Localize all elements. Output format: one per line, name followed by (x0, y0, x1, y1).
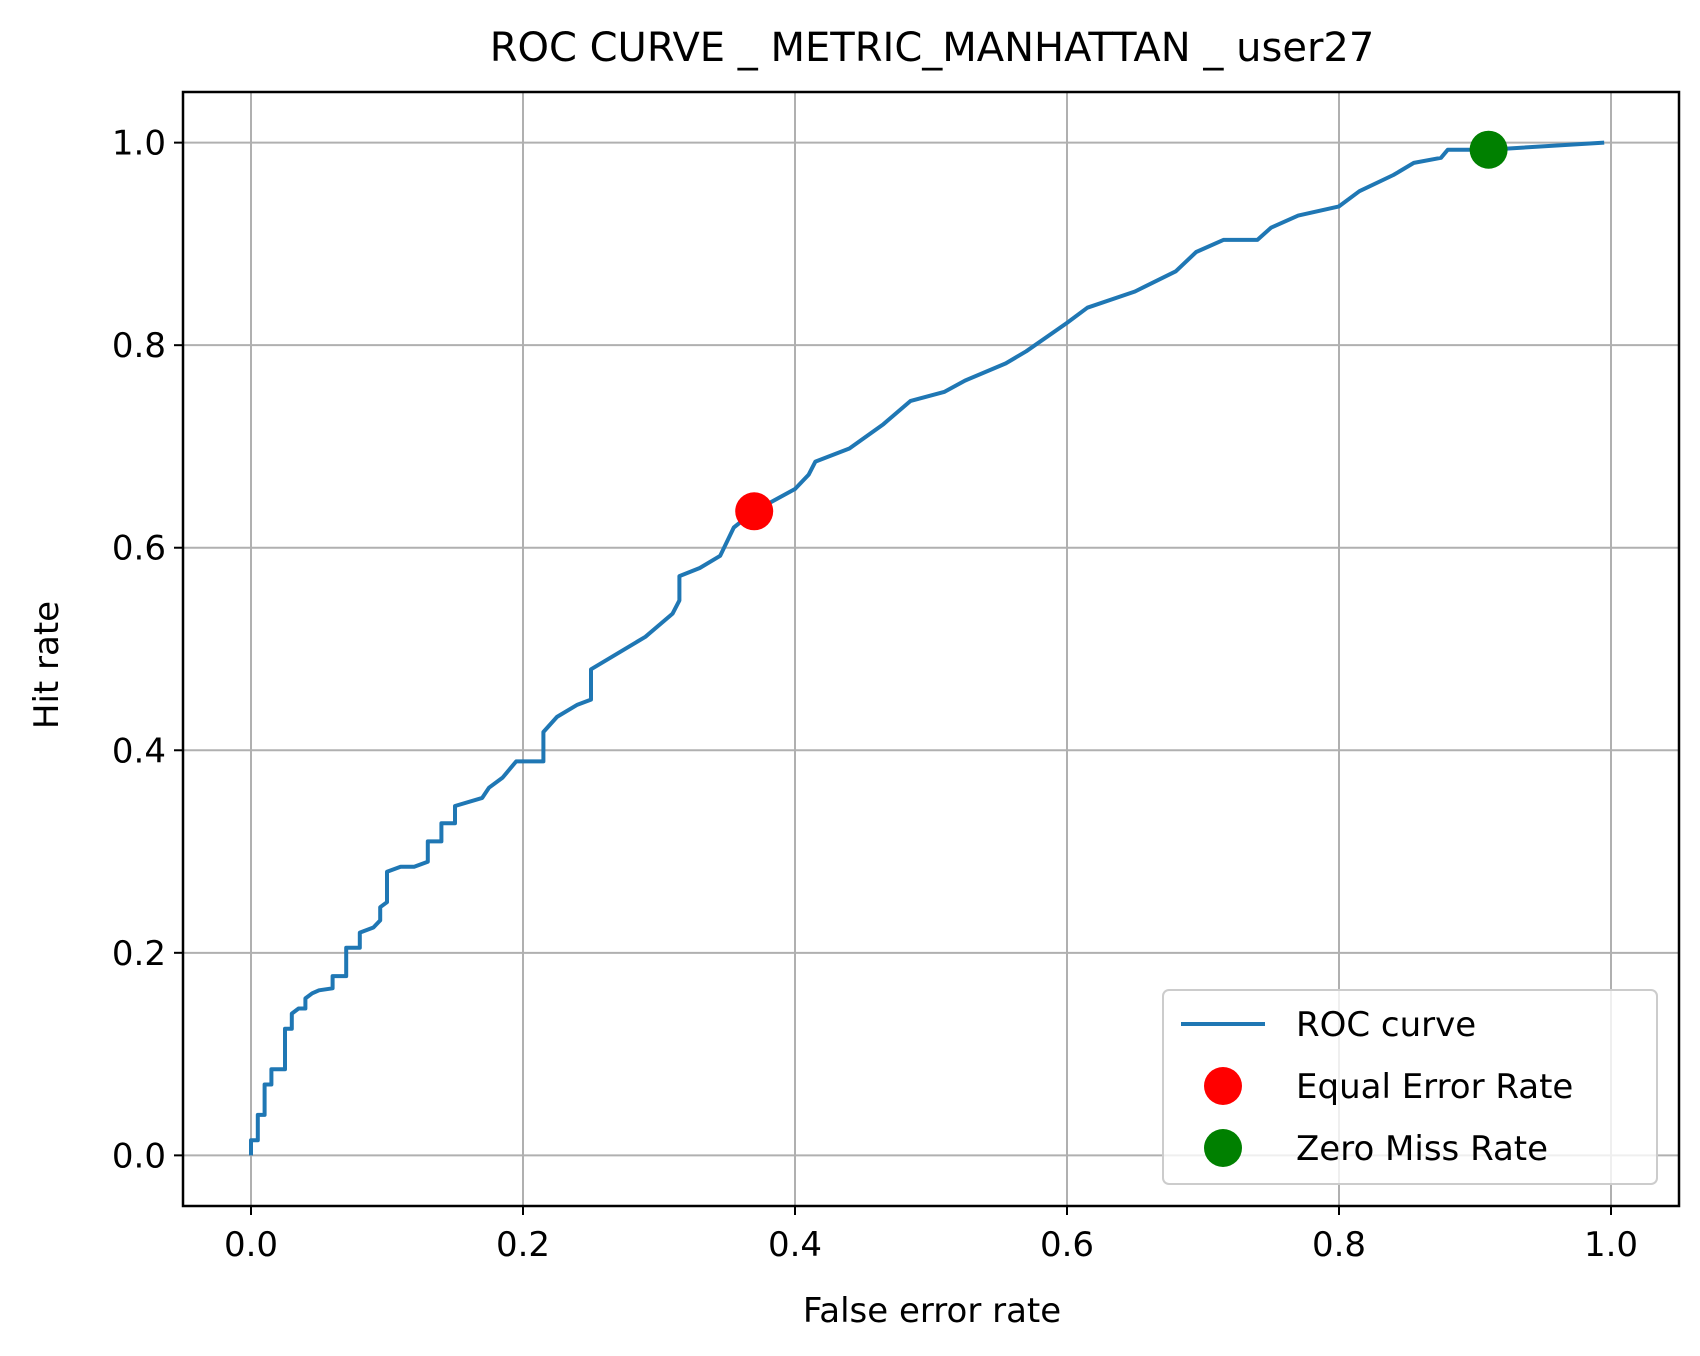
x-tick-label: 0.8 (1312, 1225, 1366, 1265)
y-tick-label: 0.6 (112, 529, 166, 569)
y-tick-label: 0.8 (112, 326, 166, 366)
plot-frame (181, 90, 1681, 1208)
x-tick-label: 0.6 (1040, 1225, 1094, 1265)
roc-curve-line (249, 140, 1605, 1156)
x-axis-label: False error rate (803, 1291, 1061, 1331)
zero-miss-rate-point (1469, 130, 1508, 169)
legend: ROC curve Equal Error Rate Zero Miss Rat… (1162, 989, 1658, 1185)
legend-frame (1162, 989, 1658, 1185)
y-tick-label: 1.0 (112, 124, 166, 164)
legend-equal-error-rate-label: Equal Error Rate (1296, 1067, 1573, 1107)
legend-equal-error-rate-swatch (1204, 1067, 1242, 1105)
y-tick-label: 0.4 (112, 731, 166, 771)
x-tick-label: 0.4 (768, 1225, 822, 1265)
y-axis-label: Hit rate (27, 601, 67, 729)
x-tick-label: 0.0 (224, 1225, 278, 1265)
grid (183, 92, 1679, 1206)
legend-zero-miss-rate-label: Zero Miss Rate (1296, 1129, 1548, 1169)
y-axis: 0.0 0.2 0.4 0.6 0.8 1.0 (112, 124, 183, 1176)
legend-roc-curve-label: ROC curve (1296, 1005, 1476, 1045)
x-axis: 0.0 0.2 0.4 0.6 0.8 1.0 (224, 1206, 1638, 1265)
y-tick-label: 0.2 (112, 934, 166, 974)
x-tick-label: 1.0 (1584, 1225, 1638, 1265)
equal-error-rate-point (735, 492, 774, 531)
series-layer (249, 130, 1605, 1156)
y-tick-label: 0.0 (112, 1136, 166, 1176)
plot-area: 0.0 0.2 0.4 0.6 0.8 1.0 0.0 0.2 0.4 0.6 0.8 1.0 (112, 90, 1681, 1265)
x-tick-label: 0.2 (496, 1225, 550, 1265)
chart-title: ROC CURVE _ METRIC_MANHATTAN _ user27 (490, 25, 1375, 71)
legend-zero-miss-rate-swatch (1204, 1129, 1242, 1167)
